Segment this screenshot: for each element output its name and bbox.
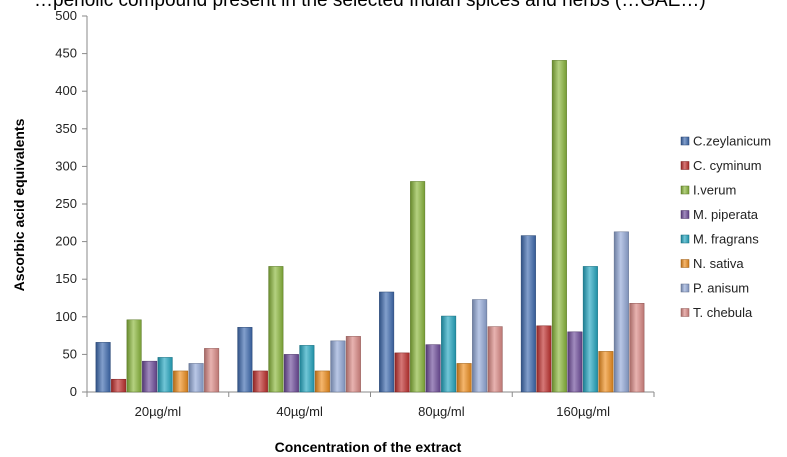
bar [536, 325, 552, 393]
x-tick-label: 160µg/ml [556, 404, 610, 419]
legend-swatch [680, 283, 690, 293]
bar [111, 378, 127, 393]
bar [613, 231, 629, 393]
bar [314, 370, 330, 393]
x-tick-label: 20µg/ml [135, 404, 182, 419]
x-tick-label: 80µg/ml [418, 404, 465, 419]
bar [173, 370, 189, 393]
bar [567, 331, 583, 393]
bar [379, 291, 395, 393]
legend-swatch [680, 308, 690, 317]
legend-swatch [680, 185, 690, 195]
y-tick-label: 300 [55, 158, 77, 173]
bar [598, 351, 614, 393]
bar [394, 352, 410, 393]
bar [410, 181, 426, 393]
y-tick-label: 450 [55, 46, 77, 61]
bar [582, 266, 598, 393]
y-axis-label: Ascorbic acid equivalents [11, 118, 27, 291]
bar [142, 360, 158, 393]
legend: C.zeylanicum C. cyminum I.verum M. piperata… [680, 134, 771, 320]
caption-text: …penolic compound present in the selecte… [34, 0, 706, 11]
legend-entry: C.zeylanicum [693, 134, 771, 149]
bar [425, 344, 441, 393]
x-tick-label: 40µg/ml [276, 404, 323, 419]
bar [441, 315, 457, 393]
x-axis: 20µg/ml 40µg/ml 80µg/ml 160µg/ml [86, 391, 655, 419]
x-axis-label: Concentration of the extract [275, 439, 462, 455]
legend-entry: N. sativa [693, 256, 744, 271]
y-tick-label: 500 [55, 8, 77, 23]
bar [551, 60, 567, 393]
bar [520, 235, 536, 393]
legend-swatch [680, 161, 690, 170]
bar [204, 348, 220, 393]
bar [188, 363, 204, 393]
y-tick-label: 50 [63, 346, 77, 361]
legend-swatch [680, 210, 690, 219]
legend-entry: M. piperata [693, 207, 759, 222]
bar [268, 266, 284, 393]
y-tick-label: 150 [55, 271, 77, 286]
bar [237, 327, 253, 393]
bar [126, 319, 142, 393]
y-tick-label: 200 [55, 234, 77, 249]
bar [299, 345, 315, 393]
y-tick-label: 400 [55, 83, 77, 98]
y-tick-label: 250 [55, 196, 77, 211]
bar [95, 342, 111, 393]
bar [330, 340, 346, 393]
bar [456, 363, 472, 393]
legend-swatch [680, 234, 690, 244]
y-axis: 0 50 100 150 200 250 300 350 400 450 500 [55, 8, 88, 399]
bar [157, 357, 173, 393]
y-tick-label: 0 [70, 384, 77, 399]
legend-entry: M. fragrans [693, 232, 759, 247]
y-tick-label: 350 [55, 121, 77, 136]
bar [252, 370, 268, 393]
legend-swatch [680, 136, 690, 146]
figure-caption-fragment: …penolic compound present in the selecte… [0, 0, 787, 14]
bar [487, 326, 503, 393]
legend-entry: T. chebula [693, 305, 753, 320]
bar [345, 336, 361, 393]
legend-swatch [680, 259, 690, 268]
bar [472, 299, 488, 393]
bar [283, 354, 299, 393]
legend-entry: I.verum [693, 183, 736, 198]
legend-entry: C. cyminum [693, 158, 762, 173]
legend-entry: P. anisum [693, 281, 749, 296]
bars [95, 60, 645, 393]
bar [629, 303, 645, 393]
y-tick-label: 100 [55, 309, 77, 324]
